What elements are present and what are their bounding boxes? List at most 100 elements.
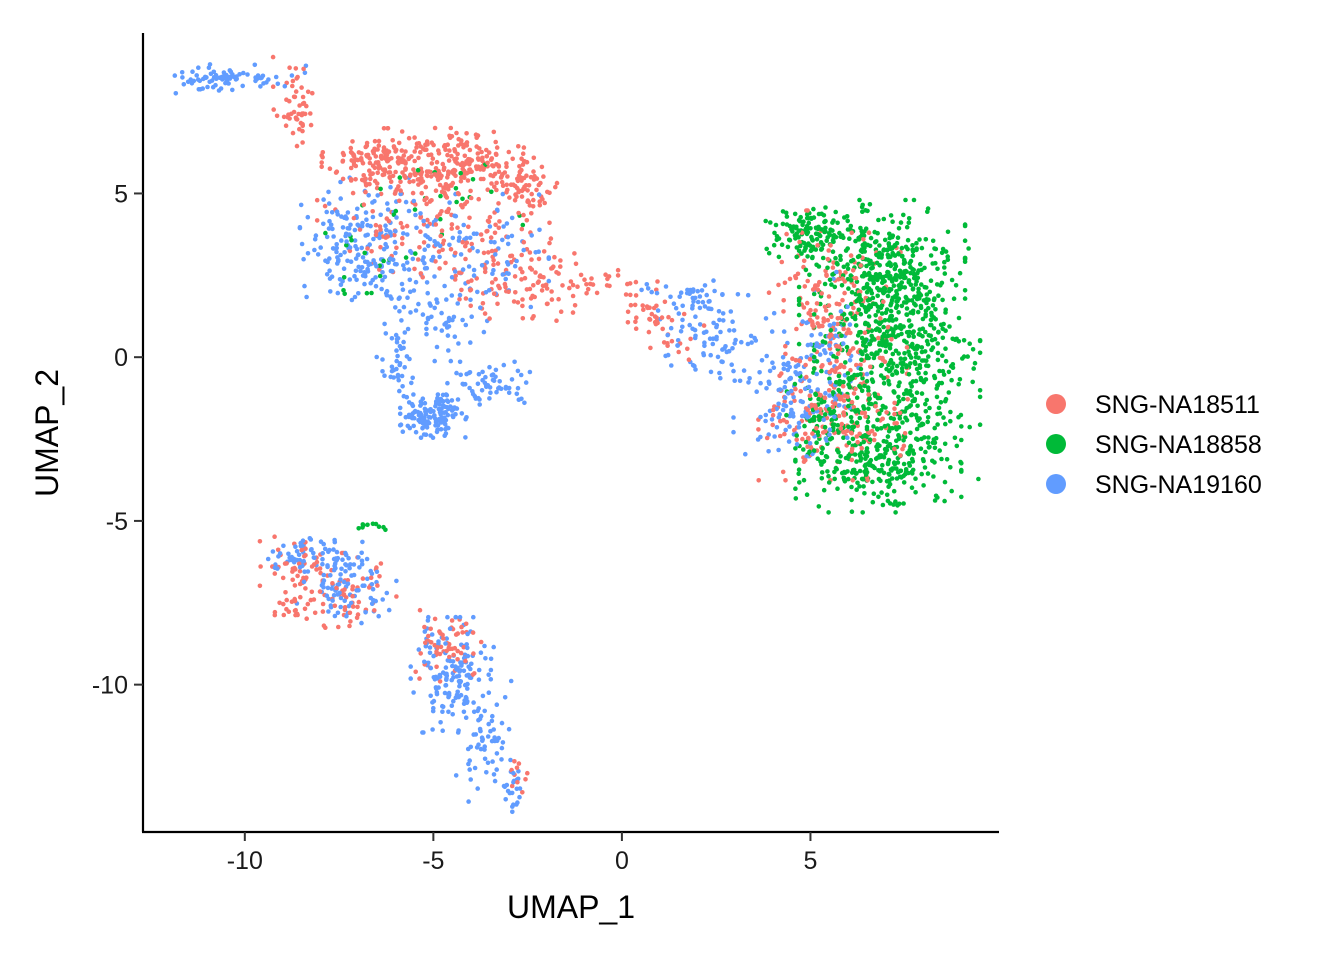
data-point xyxy=(504,161,509,166)
data-point xyxy=(558,264,563,269)
data-point xyxy=(857,197,862,203)
data-point xyxy=(976,476,981,482)
data-point xyxy=(290,78,296,84)
data-point xyxy=(845,246,850,251)
data-point xyxy=(885,434,891,439)
data-point xyxy=(352,238,358,243)
data-point xyxy=(532,294,537,300)
data-point xyxy=(400,429,406,435)
data-point xyxy=(782,395,788,401)
data-point xyxy=(862,491,867,496)
data-point xyxy=(345,226,351,231)
data-point xyxy=(804,492,810,498)
data-point xyxy=(348,619,353,624)
data-point xyxy=(464,140,470,145)
data-point xyxy=(800,319,805,324)
data-point xyxy=(428,169,433,175)
data-point xyxy=(783,343,788,349)
data-point xyxy=(455,161,460,166)
data-point xyxy=(733,337,738,343)
data-point xyxy=(894,370,900,376)
data-point xyxy=(867,202,873,207)
data-point xyxy=(431,409,436,414)
data-point xyxy=(923,312,928,317)
data-point xyxy=(881,299,886,305)
data-point xyxy=(732,378,737,384)
data-point xyxy=(325,563,330,568)
data-point xyxy=(898,220,904,225)
data-point xyxy=(328,222,334,228)
data-point xyxy=(468,777,474,782)
data-point xyxy=(449,222,455,227)
data-point xyxy=(489,248,495,254)
data-point xyxy=(487,316,492,321)
data-point xyxy=(295,74,300,80)
data-point xyxy=(370,209,376,214)
y-tick-label: -10 xyxy=(92,672,128,700)
data-point xyxy=(339,238,344,243)
data-point xyxy=(327,166,333,171)
data-point xyxy=(838,309,844,314)
data-point xyxy=(323,625,328,630)
data-point xyxy=(801,240,807,246)
data-point xyxy=(522,275,528,281)
data-point xyxy=(270,54,276,60)
data-point xyxy=(380,357,385,362)
data-point xyxy=(468,297,473,303)
data-point xyxy=(877,273,882,279)
data-point xyxy=(883,405,888,410)
data-point xyxy=(424,201,429,207)
data-point xyxy=(471,651,476,656)
data-point xyxy=(803,246,808,251)
data-point xyxy=(810,323,815,328)
data-point xyxy=(394,339,400,345)
data-point xyxy=(425,234,431,240)
data-point xyxy=(519,156,524,161)
data-point xyxy=(666,314,671,320)
data-point xyxy=(356,291,361,296)
data-point xyxy=(796,425,802,430)
data-point xyxy=(373,521,379,527)
data-point xyxy=(330,581,335,586)
data-point xyxy=(848,223,854,229)
data-point xyxy=(945,229,951,235)
data-point xyxy=(853,471,859,476)
data-point xyxy=(846,440,852,446)
data-point xyxy=(877,469,883,474)
data-point xyxy=(919,349,925,355)
data-point xyxy=(929,322,934,328)
data-point xyxy=(890,245,895,250)
data-point xyxy=(423,640,428,646)
data-point xyxy=(808,226,813,231)
data-point xyxy=(899,245,905,251)
data-point xyxy=(499,720,505,726)
data-point xyxy=(835,448,840,453)
data-point xyxy=(907,463,913,468)
data-point xyxy=(494,767,500,772)
data-point xyxy=(860,249,865,255)
data-point xyxy=(418,435,424,441)
data-point xyxy=(914,366,920,372)
data-point xyxy=(889,300,894,306)
data-point xyxy=(365,232,371,238)
data-point xyxy=(519,194,525,199)
data-point xyxy=(458,252,464,257)
data-point xyxy=(429,257,434,263)
data-point xyxy=(339,566,344,572)
data-point xyxy=(541,249,547,254)
data-point xyxy=(720,292,725,298)
data-point xyxy=(894,363,900,369)
data-point xyxy=(368,568,374,574)
data-point xyxy=(336,581,342,587)
data-point xyxy=(458,202,464,208)
data-point xyxy=(461,644,467,650)
data-point xyxy=(796,228,802,233)
data-point xyxy=(758,434,763,440)
data-point xyxy=(360,255,366,260)
data-point xyxy=(936,293,941,299)
data-point xyxy=(467,767,473,772)
data-point xyxy=(558,258,563,263)
data-point xyxy=(518,266,523,272)
data-point xyxy=(905,246,910,252)
